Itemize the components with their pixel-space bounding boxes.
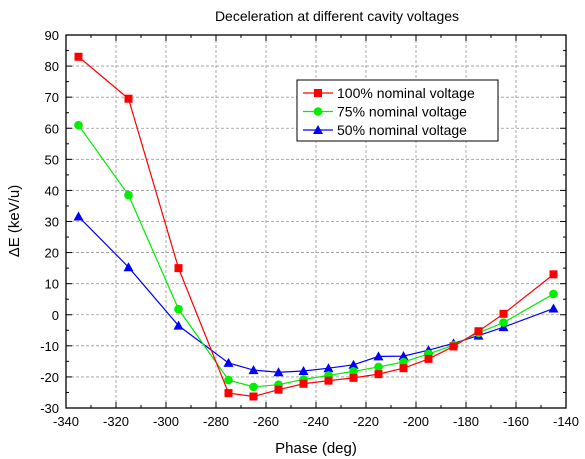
data-point [474, 327, 483, 336]
x-tick-label: -220 [353, 414, 379, 429]
data-point [249, 382, 258, 392]
x-tick-label: -320 [103, 414, 129, 429]
y-tick-label: 40 [45, 183, 59, 198]
data-point [248, 365, 259, 375]
data-point [399, 357, 408, 367]
x-tick-label: -340 [53, 414, 79, 429]
data-point [273, 367, 284, 377]
series-line [78, 56, 554, 398]
y-tick-label: 90 [45, 28, 59, 43]
data-point [299, 379, 308, 388]
data-point [298, 366, 309, 376]
data-point [73, 211, 84, 221]
y-tick-label: 10 [45, 277, 59, 292]
data-point [549, 289, 558, 299]
legend-label: 50% nominal voltage [337, 122, 467, 138]
data-point [74, 52, 83, 61]
x-tick-label: -260 [253, 414, 279, 429]
legend-label: 75% nominal voltage [337, 104, 467, 120]
legend-label: 100% nominal voltage [337, 85, 475, 101]
x-tick-label: -160 [503, 414, 529, 429]
data-point [499, 309, 508, 318]
data-point [174, 264, 183, 273]
data-point [123, 262, 134, 272]
legend-marker [314, 89, 322, 97]
x-tick-label: -180 [453, 414, 479, 429]
data-point [124, 190, 133, 200]
data-point [549, 270, 558, 279]
chart-title: Deceleration at different cavity voltage… [215, 8, 459, 24]
data-point [124, 94, 133, 103]
data-point [349, 367, 358, 376]
x-tick-label: -140 [553, 414, 579, 429]
legend: 100% nominal voltage 75% nominal voltage 5… [296, 79, 499, 142]
data-point [374, 362, 383, 372]
data-point [449, 342, 458, 351]
series-square [74, 52, 558, 401]
data-point [223, 357, 234, 367]
x-tick-label: -200 [403, 414, 429, 429]
axis-ticks: -340 -320 -300 -280 -260 -240 -220 -200 -180 -160… [40, 28, 579, 429]
data-point [348, 359, 359, 369]
y-tick-label: 70 [45, 90, 59, 105]
data-point [174, 304, 183, 314]
x-tick-label: -280 [203, 414, 229, 429]
data-point [274, 385, 283, 394]
data-point [323, 363, 334, 373]
data-point [424, 354, 433, 363]
data-point [548, 303, 559, 313]
data-point [74, 120, 83, 130]
y-tick-label: -10 [40, 339, 59, 354]
legend-marker [313, 125, 323, 134]
data-point [324, 376, 333, 385]
y-tick-label: 60 [45, 121, 59, 136]
x-axis-title: Phase (deg) [275, 440, 357, 457]
data-point [224, 389, 233, 398]
y-tick-label: 30 [45, 215, 59, 230]
data-point [399, 364, 408, 373]
x-tick-label: -240 [303, 414, 329, 429]
series-layer [73, 52, 559, 401]
legend-box [296, 79, 499, 142]
data-point [173, 320, 184, 330]
data-point [398, 351, 409, 361]
y-tick-label: 20 [45, 246, 59, 261]
y-tick-label: -30 [40, 401, 59, 416]
x-tick-label: -300 [153, 414, 179, 429]
y-tick-label: 80 [45, 59, 59, 74]
y-axis-title: ΔE (keV/u) [6, 185, 23, 258]
data-point [499, 318, 508, 327]
y-tick-label: -20 [40, 370, 59, 385]
y-tick-label: 0 [52, 308, 59, 323]
y-tick-label: 50 [45, 152, 59, 167]
data-point [224, 375, 233, 385]
data-point [349, 373, 358, 382]
data-point [373, 351, 384, 361]
data-point [374, 370, 383, 379]
legend-marker [313, 107, 323, 116]
data-point [249, 392, 258, 401]
